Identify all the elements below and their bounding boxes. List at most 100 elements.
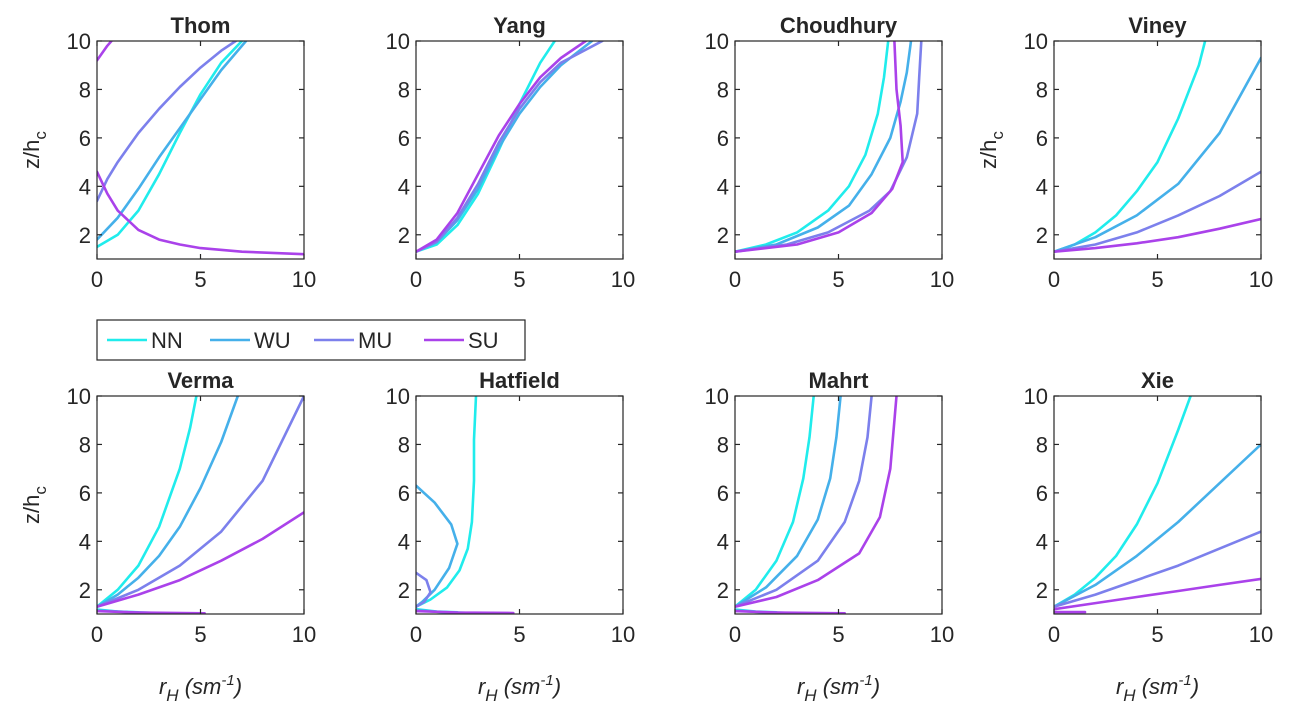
- axes-box: [96, 395, 305, 615]
- y-tick-label: 4: [1036, 529, 1048, 554]
- y-tick-label: 10: [386, 384, 410, 409]
- x-tick-label: 0: [1048, 622, 1060, 647]
- panel-title: Thom: [171, 13, 231, 38]
- x-tick-label: 5: [513, 622, 525, 647]
- panel-title: Hatfield: [479, 368, 560, 393]
- y-tick-label: 2: [398, 578, 410, 603]
- y-tick-label: 6: [717, 481, 729, 506]
- series-line-mu: [1054, 530, 1261, 608]
- series-line-wu: [1054, 56, 1261, 253]
- series-lines: [1054, 41, 1261, 253]
- y-tick-label: 10: [1024, 29, 1048, 54]
- panel-title: Choudhury: [780, 13, 898, 38]
- panel-mahrt: 0 5 10 2 4 6 8 10 Mahrt rH (sm-1): [705, 368, 955, 705]
- legend-label: NN: [151, 328, 183, 353]
- legend-label: MU: [358, 328, 392, 353]
- y-tick-label: 4: [79, 174, 91, 199]
- y-tick-label: 2: [79, 223, 91, 248]
- y-tick-label: 6: [398, 481, 410, 506]
- series-line-wu: [735, 41, 913, 253]
- y-tick-label: 2: [717, 578, 729, 603]
- y-tick-label: 6: [717, 126, 729, 151]
- x-tick-label: 5: [194, 622, 206, 647]
- series-line-nn: [97, 41, 244, 249]
- x-tick-label: 10: [611, 622, 635, 647]
- x-tick-label: 0: [410, 622, 422, 647]
- series-line-mu: [416, 41, 604, 253]
- axes-box: [96, 40, 305, 260]
- series-line-su: [97, 41, 113, 62]
- series-lines: [735, 396, 898, 614]
- y-tick-label: 6: [79, 481, 91, 506]
- legend-item-nn: NN: [107, 328, 183, 353]
- x-tick-label: 5: [832, 622, 844, 647]
- series-line-nn: [735, 396, 815, 608]
- y-tick-label: 4: [398, 174, 410, 199]
- x-tick-label: 0: [91, 267, 103, 292]
- y-tick-label: 4: [79, 529, 91, 554]
- y-tick-label: 10: [67, 384, 91, 409]
- y-tick-label: 10: [386, 29, 410, 54]
- y-tick-label: 2: [1036, 223, 1048, 248]
- series-line-su: [1054, 577, 1261, 611]
- panel-thom: 0 5 10 2 4 6 8 10 Thom z/hc: [19, 13, 316, 292]
- series-line-wu: [97, 396, 240, 608]
- panel-xie: 0 5 10 2 4 6 8 10 Xie rH (sm-1): [1024, 368, 1274, 705]
- panel-title: Mahrt: [809, 368, 870, 393]
- x-tick-label: 10: [1249, 267, 1273, 292]
- panel-title: Xie: [1141, 368, 1174, 393]
- y-tick-label: 6: [1036, 481, 1048, 506]
- series-lines: [1054, 396, 1261, 614]
- series-line-su: [735, 41, 904, 253]
- series-line-wu: [735, 396, 842, 608]
- series-line-su: [97, 609, 206, 614]
- y-tick-label: 10: [1024, 384, 1048, 409]
- y-axis-label: z/hc: [19, 131, 50, 169]
- series-line-mu: [735, 396, 873, 608]
- series-line-nn: [97, 396, 198, 608]
- y-tick-label: 8: [79, 432, 91, 457]
- series-line-su: [97, 170, 304, 256]
- series-line-wu: [1054, 443, 1261, 608]
- series-line-nn: [1054, 41, 1207, 253]
- panel-title: Viney: [1128, 13, 1187, 38]
- y-tick-label: 10: [705, 29, 729, 54]
- legend: NN WU MU SU: [96, 319, 526, 361]
- series-line-wu: [416, 41, 594, 253]
- series-line-su: [1054, 217, 1261, 253]
- panel-choudhury: 0 5 10 2 4 6 8 10 Choudhury: [705, 13, 955, 292]
- x-tick-label: 0: [729, 267, 741, 292]
- panels-layer: 0 5 10 2 4 6 8 10 Thom z/hc 0 5 10 2 4 6 8 10 Yang 0 5 10 2 4 6 8…: [19, 13, 1273, 705]
- y-tick-label: 2: [79, 578, 91, 603]
- series-lines: [416, 396, 515, 614]
- y-tick-label: 8: [79, 77, 91, 102]
- y-tick-label: 4: [398, 529, 410, 554]
- legend-item-wu: WU: [210, 328, 291, 353]
- x-tick-label: 0: [1048, 267, 1060, 292]
- series-line-nn: [735, 41, 890, 253]
- series-lines: [97, 396, 304, 614]
- panel-title: Yang: [493, 13, 546, 38]
- series-line-mu: [97, 396, 304, 608]
- x-tick-label: 10: [611, 267, 635, 292]
- y-tick-label: 2: [398, 223, 410, 248]
- x-tick-label: 0: [410, 267, 422, 292]
- y-tick-label: 8: [717, 77, 729, 102]
- y-tick-label: 4: [717, 174, 729, 199]
- y-tick-label: 8: [1036, 77, 1048, 102]
- y-tick-label: 2: [717, 223, 729, 248]
- legend-label: WU: [254, 328, 291, 353]
- series-line-su: [97, 510, 304, 608]
- series-lines: [97, 41, 304, 256]
- series-line-mu: [1054, 170, 1261, 253]
- x-tick-label: 10: [292, 267, 316, 292]
- series-line-nn: [416, 41, 556, 253]
- legend-label: SU: [468, 328, 499, 353]
- series-line-wu: [416, 484, 459, 608]
- x-tick-label: 10: [930, 622, 954, 647]
- panel-title: Verma: [167, 368, 234, 393]
- y-axis-label: z/hc: [976, 131, 1007, 169]
- series-lines: [416, 41, 604, 253]
- series-line-wu: [97, 41, 248, 241]
